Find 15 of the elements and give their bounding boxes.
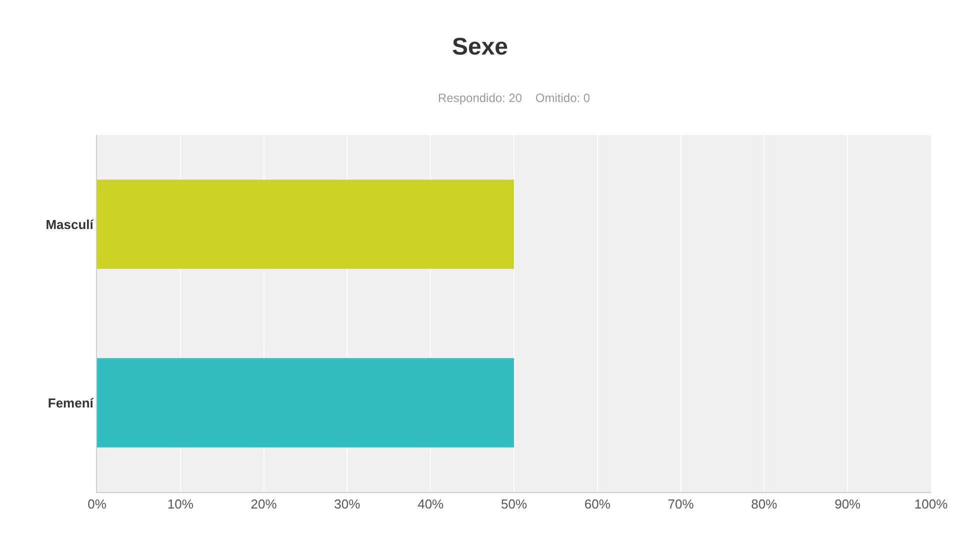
x-tick-label: 80% — [751, 496, 778, 512]
x-tick-label: 0% — [88, 496, 107, 512]
x-tick-label: 60% — [584, 496, 611, 512]
x-tick-label: 90% — [834, 496, 862, 512]
x-tick-label: 40% — [418, 496, 444, 512]
x-tick-label: 50% — [500, 496, 528, 512]
y-tick-label: Femení — [48, 395, 94, 410]
chart-subtitle: Respondido: 20 Omitido: 0 — [438, 91, 590, 105]
y-tick-label: Masculí — [46, 216, 94, 232]
chart-title: Sexe — [452, 33, 508, 60]
x-tick-label: 30% — [334, 496, 361, 512]
x-tick-label: 100% — [914, 496, 948, 512]
x-tick-label: 20% — [250, 496, 278, 512]
x-tick-label: 10% — [167, 496, 194, 512]
x-tick-label: 70% — [668, 496, 694, 512]
